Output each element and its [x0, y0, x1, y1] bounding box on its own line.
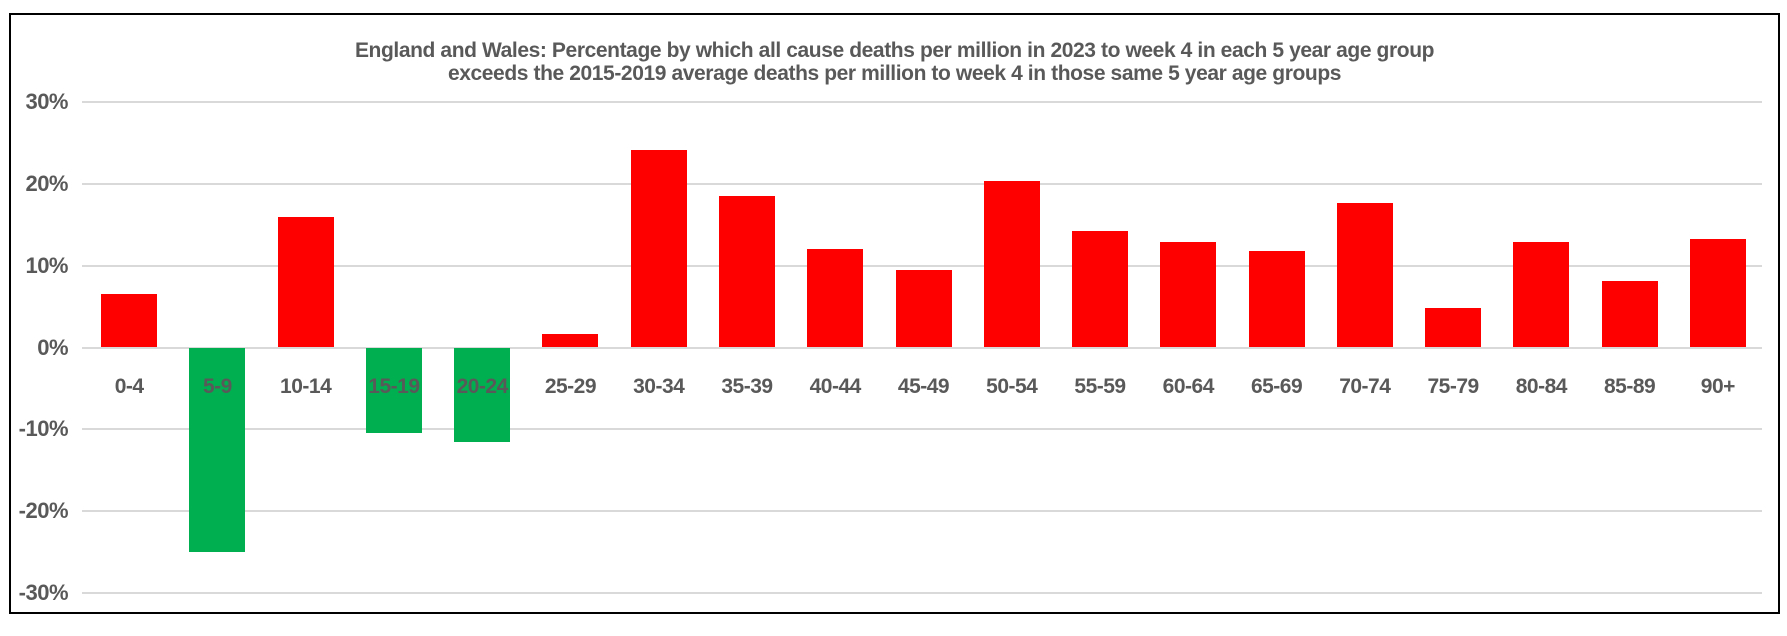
x-axis-tick-label-65-69: 65-69: [1250, 375, 1303, 398]
gridline--20-: [82, 510, 1762, 513]
x-axis-tick-label-25-29: 25-29: [544, 375, 597, 398]
x-axis-tick-label-50-54: 50-54: [986, 375, 1038, 398]
bar-10-14: [277, 217, 334, 348]
y-axis-tick-label-30-: 30%: [25, 89, 68, 115]
chart-title-line-1: England and Wales: Percentage by which a…: [354, 39, 1435, 62]
x-axis-tick-label-75-79: 75-79: [1427, 375, 1479, 398]
x-axis-tick-label-55-59: 55-59: [1074, 375, 1126, 398]
bar-15-19: [365, 347, 422, 434]
chart-title: England and Wales: Percentage by which a…: [11, 39, 1778, 85]
bar-80-84: [1513, 241, 1570, 348]
x-axis-tick-label-30-34: 30-34: [633, 375, 685, 398]
y-axis-tick-label-10-: 10%: [25, 252, 68, 278]
gridline-10-: [82, 264, 1762, 267]
chart-title-line-2: exceeds the 2015-2019 average deaths per…: [447, 62, 1342, 85]
bar-0-4: [101, 294, 158, 348]
bar-45-49: [895, 269, 952, 348]
x-axis-tick-label-10-14: 10-14: [280, 375, 332, 398]
bar-5-9: [189, 347, 246, 552]
x-axis-tick-label-35-39: 35-39: [721, 375, 773, 398]
x-axis-tick-label-60-64: 60-64: [1162, 375, 1215, 398]
x-axis-tick-label-45-49: 45-49: [897, 375, 950, 398]
x-axis-tick-label-40-44: 40-44: [809, 375, 862, 398]
bar-65-69: [1248, 250, 1305, 348]
bar-35-39: [718, 196, 775, 348]
gridline-30-: [82, 101, 1762, 104]
bar-40-44: [807, 249, 864, 348]
bar-85-89: [1601, 281, 1658, 348]
y-axis-tick-label--20-: -20%: [18, 498, 69, 524]
gridline--10-: [82, 428, 1762, 431]
bar-75-79: [1425, 308, 1482, 348]
gridline--30-: [82, 591, 1762, 594]
y-axis-tick-label--10-: -10%: [18, 416, 69, 442]
x-axis-tick-label-90plus: 90+: [1700, 375, 1736, 398]
bar-25-29: [542, 333, 599, 348]
bar-70-74: [1336, 202, 1393, 348]
y-axis-tick-label--30-: -30%: [18, 579, 69, 605]
y-axis-tick-label-0-: 0%: [37, 334, 68, 360]
bar-55-59: [1072, 231, 1129, 348]
bar-90plus: [1689, 238, 1746, 348]
bar-30-34: [630, 149, 687, 348]
x-axis-tick-label-15-19: 15-19: [368, 375, 420, 398]
bar-20-24: [454, 347, 511, 442]
x-axis-tick-label-80-84: 80-84: [1515, 375, 1568, 398]
x-axis-tick-label-20-24: 20-24: [456, 375, 509, 398]
x-axis-tick-label-5-9: 5-9: [202, 375, 232, 398]
x-axis-tick-label-0-4: 0-4: [114, 375, 144, 398]
x-axis-tick-label-70-74: 70-74: [1339, 375, 1391, 398]
gridline-20-: [82, 182, 1762, 185]
gridline-0-: [82, 346, 1762, 349]
bar-60-64: [1160, 241, 1217, 348]
y-axis-tick-label-20-: 20%: [25, 170, 68, 196]
bar-50-54: [983, 180, 1040, 348]
x-axis-tick-label-85-89: 85-89: [1603, 375, 1656, 398]
